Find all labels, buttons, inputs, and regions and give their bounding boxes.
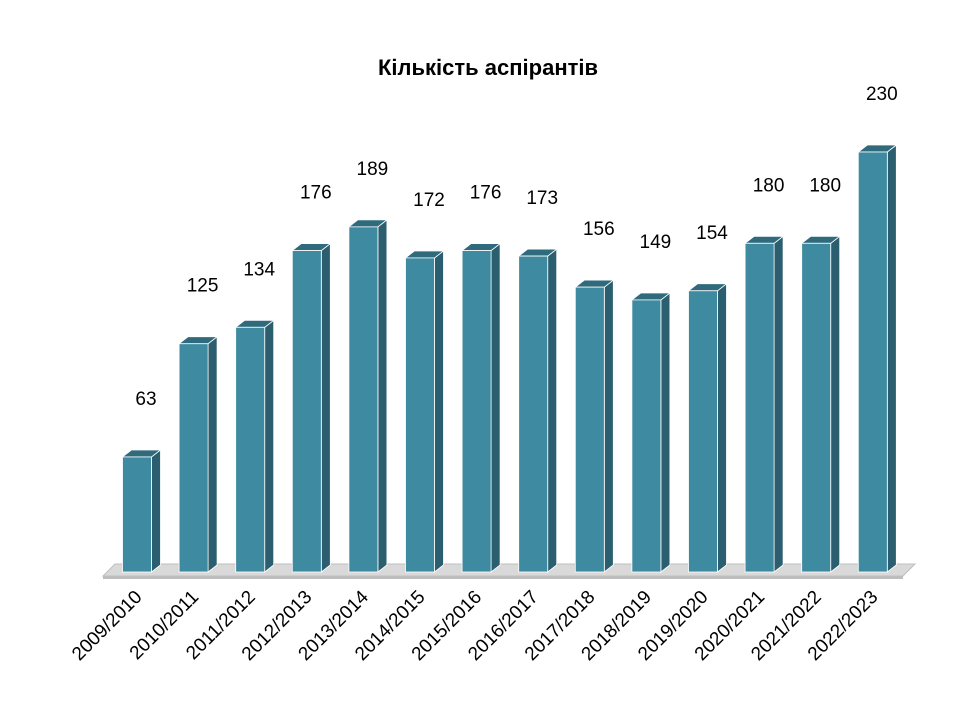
data-label: 156 — [583, 219, 615, 240]
bar — [177, 335, 219, 573]
bar-side — [320, 242, 331, 573]
data-label: 230 — [866, 84, 898, 105]
data-label: 180 — [809, 175, 841, 196]
bar — [630, 292, 672, 573]
bar — [574, 279, 615, 573]
bar — [347, 219, 389, 573]
bar-front — [178, 343, 209, 573]
bar-side — [773, 235, 784, 573]
x-axis-tick-labels: 2009/20102010/20112011/20122012/20132013… — [68, 586, 882, 665]
bar-side — [547, 248, 558, 573]
data-label: 173 — [526, 188, 558, 209]
bar-front — [688, 290, 718, 573]
bar-side — [207, 335, 218, 573]
floor-top — [101, 563, 917, 577]
chart-title: Кількість аспірантів — [378, 55, 598, 80]
bar-side — [490, 242, 501, 573]
data-label: 149 — [640, 232, 672, 253]
bar-side — [830, 235, 841, 573]
bar — [517, 248, 558, 573]
bar-front — [744, 242, 775, 573]
data-label: 154 — [696, 223, 728, 244]
bar-front — [801, 242, 832, 573]
data-labels: 63 125 134 176 189 172 176 173 156 149 154 180 180 23… — [135, 84, 897, 410]
bar-front — [348, 226, 379, 573]
bar-front — [631, 299, 662, 573]
bar — [404, 250, 445, 573]
bar-front — [291, 250, 322, 573]
bar — [234, 319, 275, 573]
data-label: 125 — [187, 276, 219, 297]
bar-side — [434, 250, 444, 573]
bar-front — [461, 250, 492, 573]
bar — [857, 144, 898, 573]
data-label: 176 — [470, 183, 502, 204]
data-label: 172 — [413, 190, 445, 211]
data-label: 176 — [300, 183, 332, 204]
bar-side — [264, 319, 275, 573]
bar — [800, 235, 841, 573]
bar — [687, 282, 728, 573]
data-label: 189 — [357, 159, 389, 180]
bars — [121, 144, 898, 573]
bar-side — [151, 449, 161, 573]
bar — [460, 242, 502, 573]
bar-side — [377, 219, 388, 573]
bar-side — [603, 279, 614, 573]
floor-edge — [103, 576, 903, 579]
bar — [743, 235, 785, 573]
bar-side — [717, 282, 727, 573]
bar — [121, 449, 162, 573]
bar-front — [857, 151, 888, 573]
chart-floor — [101, 563, 917, 579]
bar-side — [660, 292, 671, 573]
data-label: 134 — [243, 259, 275, 280]
bar-front — [405, 257, 435, 573]
bar-front — [122, 456, 152, 573]
bar-side — [886, 144, 897, 573]
bar-front — [574, 286, 605, 573]
bar-front — [235, 326, 266, 573]
data-label: 63 — [135, 389, 156, 410]
data-label: 180 — [753, 175, 785, 196]
bar-front — [518, 255, 549, 573]
bar — [291, 242, 332, 573]
